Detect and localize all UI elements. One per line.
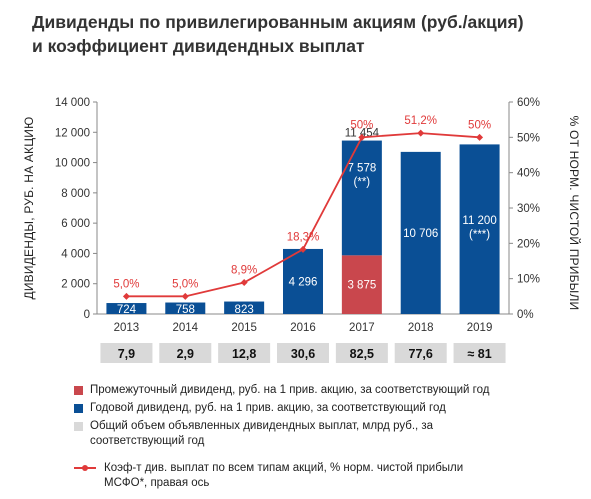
y-tick-label: 4 000 — [61, 248, 90, 260]
legend-annual: Годовой дивиденд, руб. на 1 прив. акцию,… — [74, 401, 574, 416]
x-tick-label: 2015 — [231, 322, 257, 334]
total-value: 7,9 — [118, 347, 135, 361]
legend-total-swatch — [74, 422, 83, 431]
bar-annual — [106, 303, 147, 314]
bar-annual-label: 7 578 — [347, 163, 376, 175]
legend-interim: Промежуточный дивиденд, руб. на 1 прив. … — [74, 383, 574, 398]
y-tick-label: 14 000 — [55, 97, 90, 109]
y2-tick-label: 50% — [517, 132, 540, 144]
total-value: 82,5 — [350, 347, 374, 361]
dividend-chart: 0 2 000 4 000 6 000 8 000 10 000 12 000 14 000 0… — [22, 97, 582, 363]
y2-axis-title: % ОТ НОРМ. ЧИСТОЙ ПРИБЫЛИ — [567, 116, 582, 311]
total-box — [218, 343, 271, 363]
payout-label: 51,2% — [404, 115, 437, 127]
legend-line-label-2: МСФО*, правая ось — [104, 477, 210, 489]
y-tick-label: 12 000 — [55, 127, 90, 139]
payout-point — [240, 279, 248, 287]
bar-annual — [459, 144, 500, 314]
total-box — [394, 343, 447, 363]
payout-point — [417, 129, 425, 137]
payout-label: 18,3% — [287, 231, 320, 243]
total-box — [159, 343, 212, 363]
total-value: 77,6 — [409, 347, 433, 361]
total-box — [335, 343, 388, 363]
chart-title: Дивиденды по привилегированным акциям (р… — [32, 10, 572, 58]
bar-annual — [224, 301, 265, 314]
payout-label: 50% — [350, 119, 373, 131]
bar-annual-label: 823 — [235, 304, 254, 316]
y-tick-label: 10 000 — [55, 158, 90, 170]
legend-interim-swatch — [74, 386, 83, 395]
chart-title-line-1: Дивиденды по привилегированным акциям (р… — [32, 12, 524, 32]
bar-annual-note: (***) — [469, 229, 490, 241]
payout-point — [181, 292, 189, 300]
y2-tick-label: 20% — [517, 238, 540, 250]
payout-point — [358, 133, 366, 141]
bar-annual — [283, 248, 323, 314]
legend-line-marker — [82, 465, 88, 471]
x-tick-label: 2013 — [114, 322, 140, 334]
y2-tick-label: 0% — [517, 309, 534, 321]
total-value: 30,6 — [291, 347, 315, 361]
bar-annual-note: (**) — [354, 177, 371, 189]
legend-annual-label: Годовой дивиденд, руб. на 1 прив. акцию,… — [90, 402, 446, 414]
x-tick-label: 2017 — [349, 322, 375, 334]
legend-total-label-2: соответствующий год — [90, 435, 205, 447]
total-box — [453, 343, 506, 363]
legend-total: Общий объем объявленных дивидендных выпл… — [74, 419, 574, 449]
bar-annual-label: 758 — [176, 304, 195, 316]
y2-tick-label: 60% — [517, 97, 540, 109]
payout-label: 5,0% — [172, 278, 198, 290]
bar-annual — [341, 140, 382, 256]
legend-annual-swatch — [74, 404, 83, 413]
bar-annual-label: 11 200 — [462, 215, 496, 227]
bar-annual-label: 724 — [117, 304, 137, 316]
y-tick-label: 0 — [84, 309, 90, 321]
x-tick-label: 2014 — [172, 322, 198, 334]
y-tick-label: 8 000 — [61, 188, 90, 200]
payout-label: 50% — [468, 119, 491, 131]
legend-total-label-1: Общий объем объявленных дивидендных выпл… — [90, 420, 434, 432]
bar-interim — [341, 255, 382, 314]
y-axis-title: ДИВИДЕНДЫ, РУБ. НА АКЦИЮ — [22, 117, 36, 300]
payout-point — [122, 292, 130, 300]
bar-annual-label: 4 296 — [289, 276, 318, 288]
payout-point — [476, 133, 484, 141]
x-tick-label: 2018 — [408, 322, 434, 334]
y-tick-label: 6 000 — [61, 218, 90, 230]
total-box — [100, 343, 153, 363]
legend-interim-label: Промежуточный дивиденд, руб. на 1 прив. … — [90, 384, 490, 396]
chart-title-line-2: и коэффициент дивидендных выплат — [32, 36, 365, 56]
x-tick-label: 2019 — [467, 322, 493, 334]
payout-label: 8,9% — [231, 265, 257, 277]
y2-tick-label: 40% — [517, 168, 540, 180]
legend-line-label-1: Коэф-т див. выплат по всем типам акций, … — [104, 462, 464, 474]
legend-line: Коэф-т див. выплат по всем типам акций, … — [74, 461, 574, 491]
payout-label: 5,0% — [113, 278, 139, 290]
total-value: 2,9 — [177, 347, 194, 361]
payout-point — [299, 245, 307, 253]
bar-interim-label: 3 875 — [347, 280, 376, 292]
y-tick-label: 2 000 — [61, 279, 90, 291]
x-tick-label: 2016 — [290, 322, 316, 334]
bar-annual-label: 10 706 — [403, 228, 438, 240]
total-value: 12,8 — [232, 347, 256, 361]
total-box — [277, 343, 329, 363]
bar-annual — [400, 151, 441, 314]
bar-annual — [165, 302, 206, 314]
y2-tick-label: 30% — [517, 203, 540, 215]
legend: Промежуточный дивиденд, руб. на 1 прив. … — [74, 383, 574, 494]
total-value: ≈ 81 — [467, 347, 491, 361]
y2-tick-label: 10% — [517, 274, 540, 286]
